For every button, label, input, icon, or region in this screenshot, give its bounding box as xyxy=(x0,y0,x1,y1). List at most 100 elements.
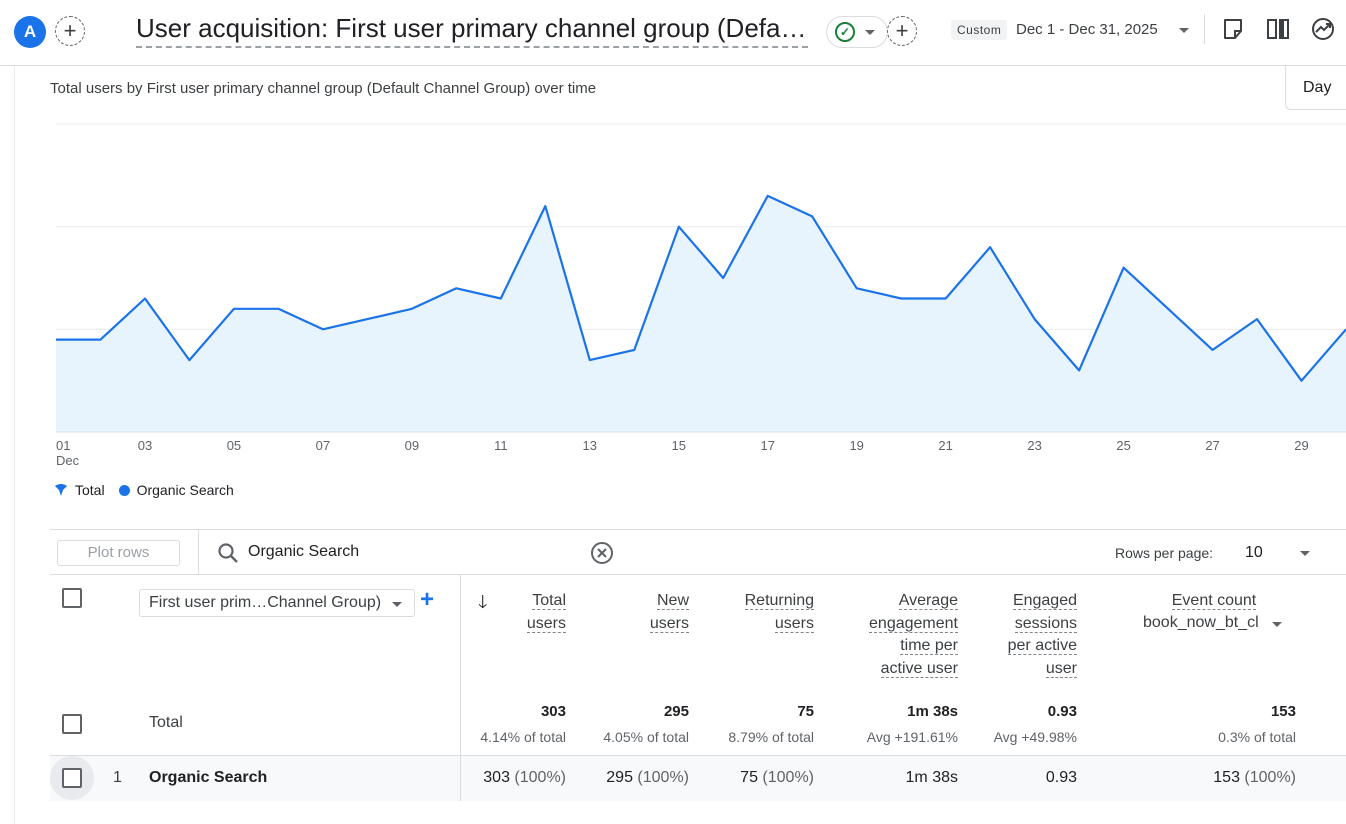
row-cell-total-users: 303 (100%) xyxy=(483,769,566,787)
dimension-selector[interactable]: First user prim…Channel Group) xyxy=(139,589,415,617)
cell-value: 75 xyxy=(740,769,758,786)
series-line-organic-search xyxy=(56,194,1346,382)
dimension-column-divider xyxy=(460,575,461,801)
col-header-total-users[interactable]: Total users xyxy=(526,590,566,635)
total-subtext: 4.05% of total xyxy=(603,729,689,745)
users-over-time-chart: 01 03 05 07 09 11 13 15 17 19 21 23 25 27 29 Dec xyxy=(56,123,1346,468)
chevron-down-icon xyxy=(865,29,875,35)
add-dimension-icon[interactable]: + xyxy=(420,586,435,613)
cell-percent: (100%) xyxy=(514,769,566,786)
add-comparison-button[interactable]: + xyxy=(55,16,85,46)
report-status-dropdown[interactable]: ✓ xyxy=(826,16,888,48)
clear-search-icon[interactable] xyxy=(590,541,614,565)
cell-value: 303 xyxy=(483,769,510,786)
col-header-line: sessions xyxy=(1014,614,1077,633)
x-tick-label: 17 xyxy=(760,438,774,453)
chart-title: Total users by First user primary channe… xyxy=(50,80,597,97)
x-tick-label: 07 xyxy=(316,438,330,453)
total-subtext: Avg +49.98% xyxy=(993,729,1077,745)
total-value: 153 xyxy=(1270,703,1296,720)
col-header-line: Returning xyxy=(744,592,814,610)
chart-legend: Total Organic Search xyxy=(54,482,248,498)
total-subtext: 4.14% of total xyxy=(480,729,566,745)
total-subtext: 0.3% of total xyxy=(1218,729,1296,745)
row-cell-avg-engagement: 1m 38s xyxy=(906,769,958,787)
col-header-line: New xyxy=(656,592,689,610)
col-header-avg-engagement-time[interactable]: Average engagement time per active user xyxy=(869,590,958,680)
col-header-returning-users[interactable]: Returning users xyxy=(744,590,814,635)
rows-per-page-select[interactable]: 10 xyxy=(1245,544,1263,561)
x-tick-label: 19 xyxy=(849,438,863,453)
col-header-line: active user xyxy=(880,659,958,678)
col-header-new-users[interactable]: New users xyxy=(649,590,689,635)
dimension-column-divider xyxy=(460,756,461,801)
cell-value: 0.93 xyxy=(1045,769,1077,786)
date-chevron-down-icon[interactable] xyxy=(1179,28,1189,33)
legend-item-total[interactable]: Total xyxy=(54,482,105,498)
insights-icon[interactable] xyxy=(1311,17,1335,41)
event-name-selector[interactable]: book_now_bt_cl xyxy=(1143,614,1259,631)
status-check-icon: ✓ xyxy=(835,22,855,42)
row-dimension-value: Organic Search xyxy=(149,769,268,786)
cell-percent: (100%) xyxy=(637,769,689,786)
account-avatar[interactable]: A xyxy=(14,16,46,48)
col-header-line: user xyxy=(1045,659,1077,678)
total-value: 75 xyxy=(797,703,814,720)
report-header: A + User acquisition: First user primary… xyxy=(0,0,1346,66)
cell-value: 1m 38s xyxy=(905,769,958,786)
col-header-line: Event count xyxy=(1171,592,1257,610)
annotation-icon[interactable] xyxy=(1221,17,1245,41)
table-row[interactable] xyxy=(50,755,1346,801)
total-value: 1m 38s xyxy=(907,703,958,720)
legend-label-total: Total xyxy=(75,482,105,498)
x-tick-label: 03 xyxy=(138,438,152,453)
add-button[interactable]: + xyxy=(887,16,917,46)
col-header-line: users xyxy=(774,614,814,633)
row-checkbox[interactable] xyxy=(62,768,82,788)
select-all-checkbox[interactable] xyxy=(62,588,82,608)
plot-rows-button[interactable]: Plot rows xyxy=(57,540,180,566)
x-tick-label: 27 xyxy=(1205,438,1219,453)
col-header-engaged-sessions[interactable]: Engaged sessions per active user xyxy=(1007,590,1077,680)
row-index: 1 xyxy=(113,769,122,786)
legend-item-organic-search[interactable]: Organic Search xyxy=(118,482,234,498)
col-header-line: Total xyxy=(532,592,566,610)
date-range-picker[interactable]: Dec 1 - Dec 31, 2025 xyxy=(1016,21,1158,38)
total-subtext: 8.79% of total xyxy=(728,729,814,745)
granularity-button[interactable]: Day xyxy=(1285,66,1346,110)
rows-per-page-chevron-icon[interactable] xyxy=(1300,551,1310,556)
series-dot-icon xyxy=(118,484,130,496)
dimension-label: First user prim…Channel Group) xyxy=(149,594,382,611)
x-tick-label: 01 xyxy=(56,438,70,453)
col-header-line: Average xyxy=(898,592,958,610)
table-toolbar: Plot rows Rows per page: 10 xyxy=(50,529,1346,575)
cell-percent: (100%) xyxy=(762,769,814,786)
compare-icon[interactable] xyxy=(1266,17,1290,41)
row-cell-new-users: 295 (100%) xyxy=(606,769,689,787)
rows-per-page-label: Rows per page: xyxy=(1115,545,1214,561)
legend-label-organic-search: Organic Search xyxy=(136,482,234,498)
report-title[interactable]: User acquisition: First user primary cha… xyxy=(136,13,808,48)
total-row-checkbox[interactable] xyxy=(62,714,82,734)
add-icon: + xyxy=(895,18,909,43)
total-row-label: Total xyxy=(149,714,183,731)
series-area xyxy=(56,195,1346,432)
row-cell-event-count: 153 (100%) xyxy=(1213,769,1296,787)
toolbar-divider xyxy=(1204,14,1205,44)
col-header-line: per active xyxy=(1007,637,1077,655)
sort-descending-icon[interactable]: 🡓 xyxy=(478,592,488,612)
total-value: 295 xyxy=(663,703,689,720)
x-tick-label: 21 xyxy=(938,438,952,453)
col-header-line: engagement xyxy=(869,614,958,633)
event-chevron-down-icon[interactable] xyxy=(1272,622,1282,627)
table-search-input[interactable] xyxy=(248,543,588,561)
x-tick-label: 23 xyxy=(1027,438,1041,453)
row-cell-returning-users: 75 (100%) xyxy=(740,769,814,787)
total-value: 0.93 xyxy=(1047,703,1077,720)
col-header-line: users xyxy=(649,614,689,633)
x-tick-label: 15 xyxy=(672,438,686,453)
chevron-down-icon xyxy=(392,602,402,607)
pin-icon xyxy=(55,484,67,496)
left-panel-border xyxy=(14,66,15,824)
col-header-event-count[interactable]: Event count xyxy=(1134,590,1294,612)
